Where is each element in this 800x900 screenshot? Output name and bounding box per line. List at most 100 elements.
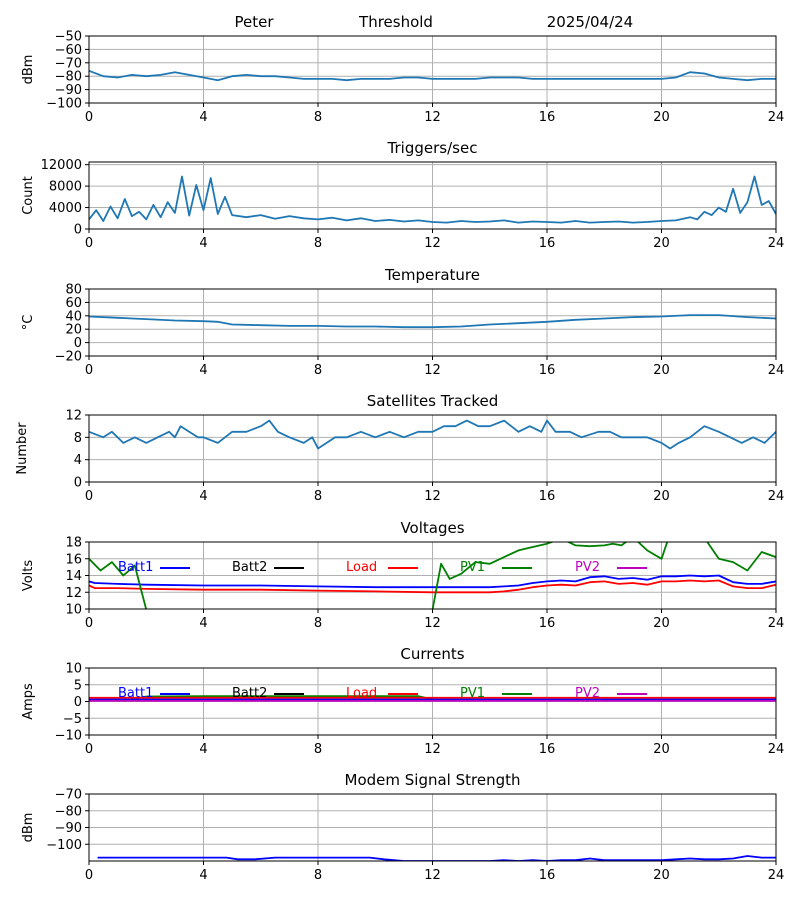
y-tick-label: 12000 [41, 158, 82, 173]
x-tick-label: 16 [539, 110, 556, 125]
x-tick-label: 4 [199, 868, 207, 883]
series-line [97, 855, 776, 861]
x-tick-label: 12 [424, 489, 441, 504]
y-tick-label: −90 [55, 83, 82, 98]
legend-label-load: Load [346, 560, 377, 575]
y-tick-label: −100 [46, 97, 82, 112]
y-tick-label: 0 [74, 695, 82, 710]
x-tick-label: 8 [314, 616, 322, 631]
x-tick-label: 20 [653, 868, 670, 883]
series-line-batt1 [89, 574, 776, 589]
x-tick-label: 8 [314, 489, 322, 504]
x-tick-label: 24 [768, 742, 785, 757]
y-tick-label: −70 [55, 56, 82, 71]
legend-label-batt1: Batt1 [118, 686, 153, 701]
x-tick-label: 8 [314, 868, 322, 883]
legend-label-pv2: PV2 [575, 560, 600, 575]
y-tick-label: −80 [55, 804, 82, 819]
y-tick-label: 80 [65, 283, 82, 298]
header-center: Threshold [358, 13, 433, 31]
y-axis-label: Amps [21, 683, 36, 720]
legend-label-batt2: Batt2 [232, 560, 267, 575]
x-tick-label: 12 [424, 110, 441, 125]
y-tick-label: −90 [55, 821, 82, 836]
y-axis-label: Count [21, 176, 36, 215]
x-tick-label: 20 [653, 489, 670, 504]
x-tick-label: 0 [85, 110, 93, 125]
x-tick-label: 20 [653, 363, 670, 378]
y-tick-label: 0 [74, 336, 82, 351]
x-tick-label: 20 [653, 110, 670, 125]
x-tick-label: 12 [424, 363, 441, 378]
x-tick-label: 24 [768, 363, 785, 378]
y-axis-label: dBm [21, 813, 36, 843]
x-tick-label: 16 [539, 868, 556, 883]
x-tick-label: 0 [85, 742, 93, 757]
y-tick-label: −50 [55, 30, 82, 45]
x-tick-label: 16 [539, 489, 556, 504]
x-tick-label: 16 [539, 742, 556, 757]
x-tick-label: 12 [424, 868, 441, 883]
legend-label-pv1: PV1 [460, 560, 485, 575]
x-tick-label: 20 [653, 742, 670, 757]
panel-modem: 0 4 8 12 16 20 24 −100 −90 −80−70 Modem Signal Str… [21, 771, 784, 883]
y-tick-label: −20 [55, 350, 82, 365]
series-group [89, 542, 776, 609]
x-tick-label: 16 [539, 363, 556, 378]
x-tick-label: 12 [424, 742, 441, 757]
x-tick-label: 12 [424, 236, 441, 251]
y-tick-label: 18 [65, 536, 82, 551]
legend-label-pv2: PV2 [575, 686, 600, 701]
series-group [89, 695, 776, 702]
series-group [97, 855, 776, 861]
x-tick-label: 8 [314, 363, 322, 378]
series-line [89, 175, 776, 224]
y-axis-label: Number [15, 422, 30, 475]
y-tick-label: 4 [74, 453, 82, 468]
panel-title: Modem Signal Strength [345, 771, 521, 789]
series-group [89, 175, 776, 224]
y-tick-label: 10 [65, 662, 82, 677]
x-tick-label: 8 [314, 110, 322, 125]
y-tick-label: 4000 [49, 201, 82, 216]
y-tick-label: 12 [65, 586, 82, 601]
x-tick-label: 8 [314, 236, 322, 251]
series-group [89, 419, 776, 450]
x-tick-label: 16 [539, 236, 556, 251]
y-tick-label: 60 [65, 296, 82, 311]
y-tick-label: 12 [65, 409, 82, 424]
y-tick-label: 40 [65, 309, 82, 324]
y-tick-label: 10 [65, 603, 82, 618]
x-tick-label: 4 [199, 489, 207, 504]
y-tick-label: 8000 [49, 180, 82, 195]
x-tick-label: 24 [768, 110, 785, 125]
y-tick-label: −80 [55, 70, 82, 85]
x-tick-label: 24 [768, 489, 785, 504]
x-tick-label: 20 [653, 236, 670, 251]
y-tick-label: 16 [65, 552, 82, 567]
y-axis-label: dBm [21, 55, 36, 85]
panel-title: Triggers/sec [387, 139, 478, 157]
x-tick-label: 8 [314, 742, 322, 757]
legend-label-pv1: PV1 [460, 686, 485, 701]
panel-title: Voltages [400, 519, 464, 537]
y-tick-label: 14 [65, 569, 82, 584]
legend-label-load: Load [346, 686, 377, 701]
header-left: Peter [234, 13, 274, 31]
x-tick-label: 0 [85, 868, 93, 883]
x-tick-label: 0 [85, 489, 93, 504]
x-tick-label: 0 [85, 616, 93, 631]
x-tick-label: 16 [539, 616, 556, 631]
x-tick-label: 4 [199, 110, 207, 125]
series-line-load [89, 579, 776, 594]
y-axis-label: °C [21, 315, 36, 331]
x-tick-label: 12 [424, 616, 441, 631]
x-tick-label: 0 [85, 236, 93, 251]
y-tick-label: −60 [55, 43, 82, 58]
x-tick-label: 4 [199, 616, 207, 631]
